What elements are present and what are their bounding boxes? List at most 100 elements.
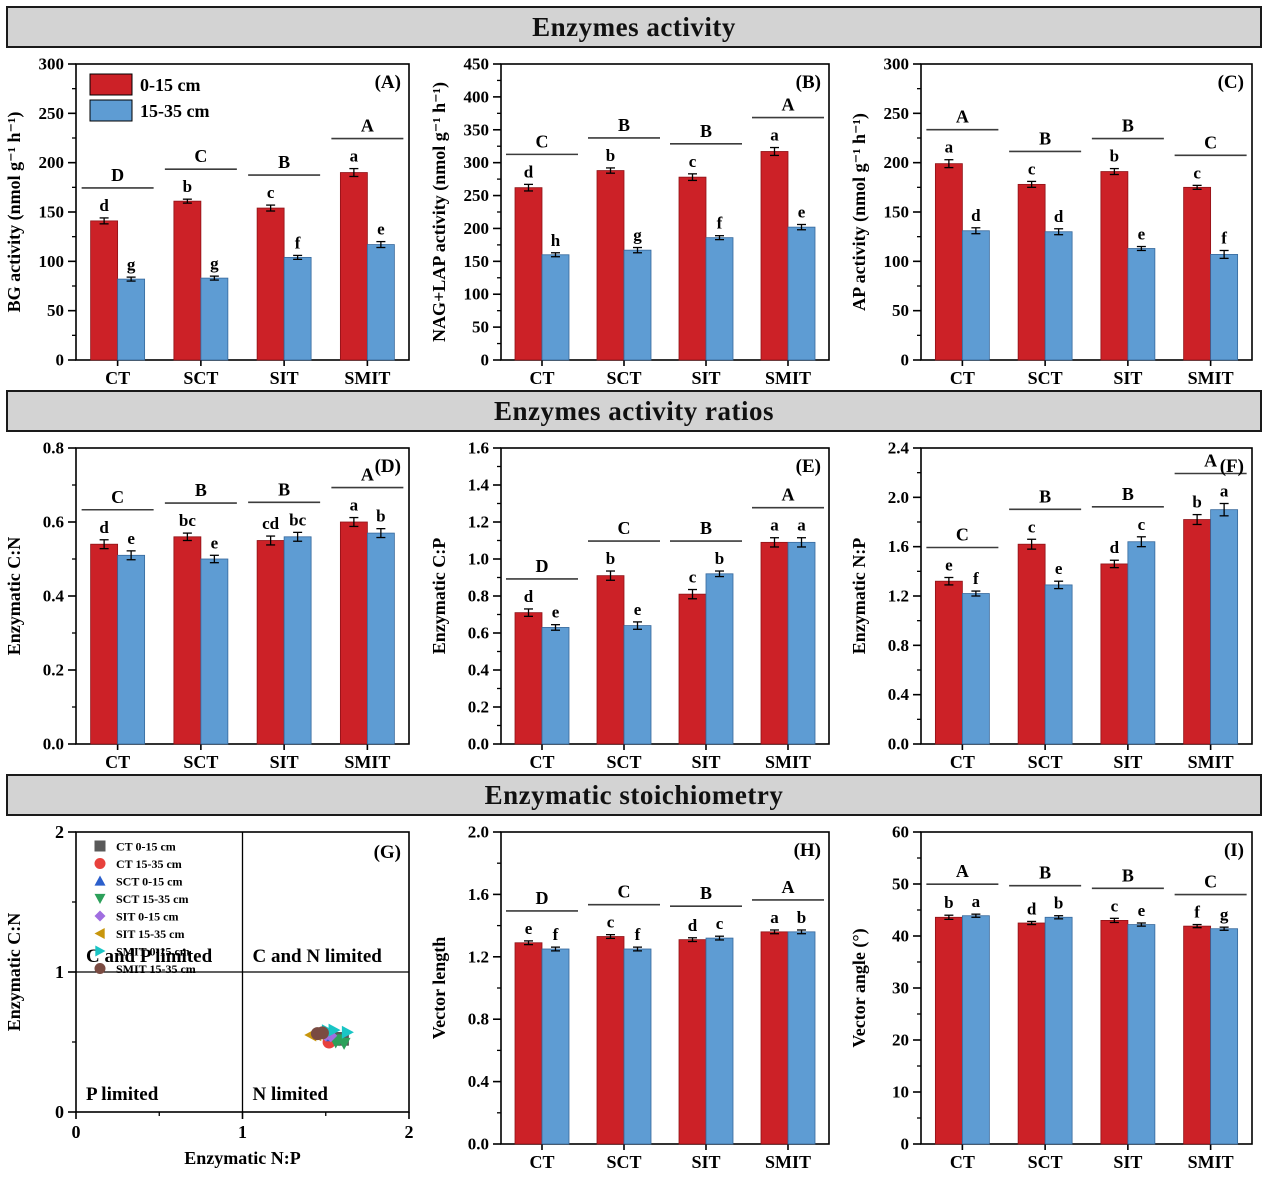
svg-text:1.2: 1.2 (468, 947, 489, 966)
svg-text:SCT 0-15 cm: SCT 0-15 cm (116, 875, 182, 889)
svg-text:50: 50 (472, 318, 489, 337)
svg-text:A: A (782, 485, 795, 505)
svg-text:Enzymatic N:P: Enzymatic N:P (184, 1148, 300, 1168)
svg-text:C: C (1204, 132, 1217, 152)
svg-text:Enzymatic C:N: Enzymatic C:N (4, 537, 24, 655)
svg-text:(F): (F) (1220, 456, 1244, 477)
svg-text:A: A (782, 95, 795, 115)
svg-text:c: c (1111, 896, 1119, 915)
svg-text:e: e (552, 603, 560, 622)
svg-text:D: D (111, 165, 124, 185)
svg-text:0.4: 0.4 (468, 661, 490, 680)
svg-text:CT: CT (529, 752, 554, 772)
svg-text:100: 100 (39, 252, 65, 271)
svg-text:c: c (689, 568, 697, 587)
svg-text:0.6: 0.6 (468, 624, 489, 643)
svg-text:cd: cd (262, 514, 280, 533)
row-1: 0 50 100 150 200 250 300 CT d g D SCT b g C SIT c f B SMIT a… (0, 52, 1268, 390)
svg-text:CT 0-15 cm: CT 0-15 cm (116, 840, 176, 854)
svg-text:g: g (210, 254, 219, 273)
svg-text:P limited: P limited (86, 1084, 159, 1105)
svg-text:200: 200 (884, 153, 910, 172)
svg-text:g: g (633, 226, 642, 245)
svg-text:bc: bc (289, 510, 306, 529)
svg-text:SIT: SIT (691, 1152, 720, 1172)
svg-text:e: e (377, 220, 385, 239)
svg-text:SCT: SCT (1028, 1152, 1063, 1172)
svg-text:300: 300 (884, 55, 910, 74)
svg-text:d: d (99, 196, 109, 215)
svg-text:2: 2 (405, 1122, 414, 1142)
svg-text:A: A (782, 877, 795, 897)
svg-text:0: 0 (901, 351, 910, 370)
svg-text:30: 30 (892, 979, 909, 998)
panel-i: 0 10 20 30 40 50 60 CT b a A SCT d b B SIT c e B SMIT f g C (I)… (845, 820, 1268, 1174)
svg-text:SCT 15-35 cm: SCT 15-35 cm (116, 892, 188, 906)
svg-text:2.4: 2.4 (888, 439, 910, 458)
svg-text:1.6: 1.6 (468, 439, 489, 458)
svg-text:1.2: 1.2 (468, 513, 489, 532)
section-header-enzymatic-stoichiometry: Enzymatic stoichiometry (6, 774, 1262, 816)
svg-text:C: C (111, 487, 124, 507)
panel-e: 0.0 0.2 0.4 0.6 0.8 1.0 1.2 1.4 1.6 CT d e D SCT b e C SI… (425, 436, 845, 774)
svg-text:Vector angle (°): Vector angle (°) (849, 928, 870, 1047)
svg-text:A: A (956, 107, 969, 127)
svg-text:1.0: 1.0 (468, 550, 489, 569)
svg-text:SIT: SIT (1113, 1152, 1142, 1172)
svg-text:0.8: 0.8 (468, 587, 489, 606)
svg-text:d: d (1054, 207, 1064, 226)
svg-text:(H): (H) (794, 840, 821, 861)
svg-text:0: 0 (56, 351, 65, 370)
svg-text:c: c (1138, 515, 1146, 534)
svg-text:B: B (278, 479, 290, 499)
panel-h: 0.0 0.4 0.8 1.2 1.6 2.0 CT e f D SCT c f C SIT d c B SMIT a… (425, 820, 845, 1174)
svg-text:0.8: 0.8 (43, 439, 64, 458)
svg-text:0.0: 0.0 (888, 735, 909, 754)
svg-text:C and P limited: C and P limited (86, 946, 213, 967)
svg-text:CT: CT (105, 752, 130, 772)
chart-g-stoichiometry-scatter: 0 1 2 0 1 2 C and P limited C and N limited P li… (4, 822, 414, 1168)
panel-f: 0.0 0.4 0.8 1.2 1.6 2.0 2.4 CT e f C SCT c e B SIT d c B SM… (845, 436, 1268, 774)
svg-text:SCT: SCT (606, 752, 641, 772)
svg-text:CT: CT (950, 1152, 975, 1172)
svg-text:200: 200 (39, 153, 65, 172)
svg-text:SMIT: SMIT (1188, 1152, 1234, 1172)
svg-text:SMIT: SMIT (765, 368, 811, 388)
svg-text:250: 250 (464, 186, 490, 205)
svg-text:B: B (278, 152, 290, 172)
svg-text:2.0: 2.0 (468, 823, 489, 842)
svg-text:d: d (524, 587, 534, 606)
svg-text:c: c (1193, 163, 1201, 182)
svg-text:1.2: 1.2 (888, 587, 909, 606)
svg-text:B: B (1122, 116, 1134, 136)
svg-text:d: d (1110, 538, 1120, 557)
svg-text:0: 0 (481, 351, 490, 370)
svg-text:0.4: 0.4 (468, 1072, 490, 1091)
chart-a-bg-activity: 0 50 100 150 200 250 300 CT d g D SCT b g C SIT c f B SMIT a… (4, 55, 410, 388)
svg-text:D: D (536, 556, 549, 576)
svg-text:0.8: 0.8 (888, 636, 909, 655)
svg-text:bc: bc (179, 511, 196, 530)
svg-text:2: 2 (55, 822, 64, 842)
svg-text:a: a (770, 516, 779, 535)
svg-text:b: b (1192, 493, 1201, 512)
svg-text:A: A (361, 116, 374, 136)
svg-text:SIT: SIT (691, 752, 720, 772)
svg-text:h: h (551, 231, 561, 250)
svg-text:50: 50 (892, 301, 909, 320)
svg-text:(I): (I) (1224, 840, 1244, 861)
svg-text:A: A (1204, 451, 1217, 471)
svg-text:40: 40 (892, 927, 909, 946)
svg-text:c: c (689, 152, 697, 171)
svg-text:f: f (635, 925, 641, 944)
svg-text:SIT: SIT (270, 752, 299, 772)
svg-text:D: D (536, 888, 549, 908)
svg-text:f: f (1221, 228, 1227, 247)
svg-text:d: d (524, 162, 534, 181)
chart-b-naglap-activity: 0 50 100 150 200 250 300 350 400 450 CT d h C SCT b g B SI… (429, 55, 830, 388)
svg-text:b: b (606, 146, 615, 165)
svg-text:C: C (194, 146, 207, 166)
svg-text:SMIT: SMIT (344, 368, 390, 388)
